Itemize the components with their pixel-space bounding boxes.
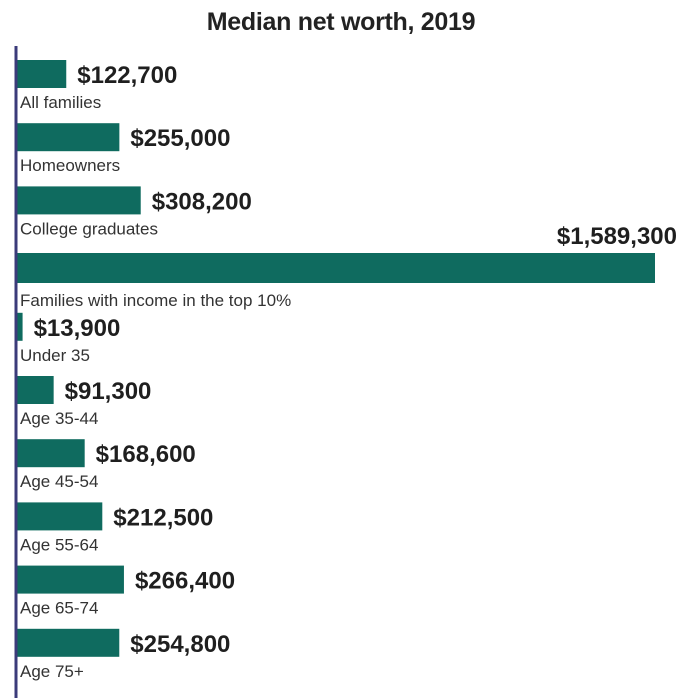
bar-value-label: $212,500 xyxy=(113,504,213,531)
bar xyxy=(17,376,54,404)
bar-value-label: $1,589,300 xyxy=(557,223,677,250)
bar xyxy=(17,502,103,531)
bar-value-label: $308,200 xyxy=(152,188,252,215)
bar xyxy=(17,186,141,215)
category-label: Age 55-64 xyxy=(20,535,98,554)
bar-value-label: $254,800 xyxy=(130,631,230,658)
bar-value-label: $13,900 xyxy=(34,315,121,342)
bar xyxy=(17,312,23,341)
bar-value-label: $266,400 xyxy=(135,568,235,595)
category-label: Age 45-54 xyxy=(20,472,98,491)
bar xyxy=(17,253,655,283)
bar xyxy=(17,565,124,594)
bar xyxy=(17,628,120,657)
bar xyxy=(17,60,67,88)
chart-title: Median net worth, 2019 xyxy=(206,8,476,36)
category-label: Age 75+ xyxy=(20,662,84,681)
bar-value-label: $91,300 xyxy=(65,378,152,405)
category-label: Homeowners xyxy=(20,156,120,175)
category-label: College graduates xyxy=(20,219,158,238)
bar-value-label: $255,000 xyxy=(130,125,230,152)
bar-value-label: $122,700 xyxy=(77,62,177,89)
bar xyxy=(17,439,85,468)
category-label: Families with income in the top 10% xyxy=(20,291,291,310)
bar xyxy=(17,123,120,152)
category-label: All families xyxy=(20,93,101,112)
bars-layer: $122,700 All families $255,000 Homeowners $3… xyxy=(17,60,677,681)
bar-value-label: $168,600 xyxy=(96,441,196,468)
category-label: Under 35 xyxy=(20,346,90,365)
category-label: Age 65-74 xyxy=(20,599,98,618)
category-label: Age 35-44 xyxy=(20,409,98,428)
